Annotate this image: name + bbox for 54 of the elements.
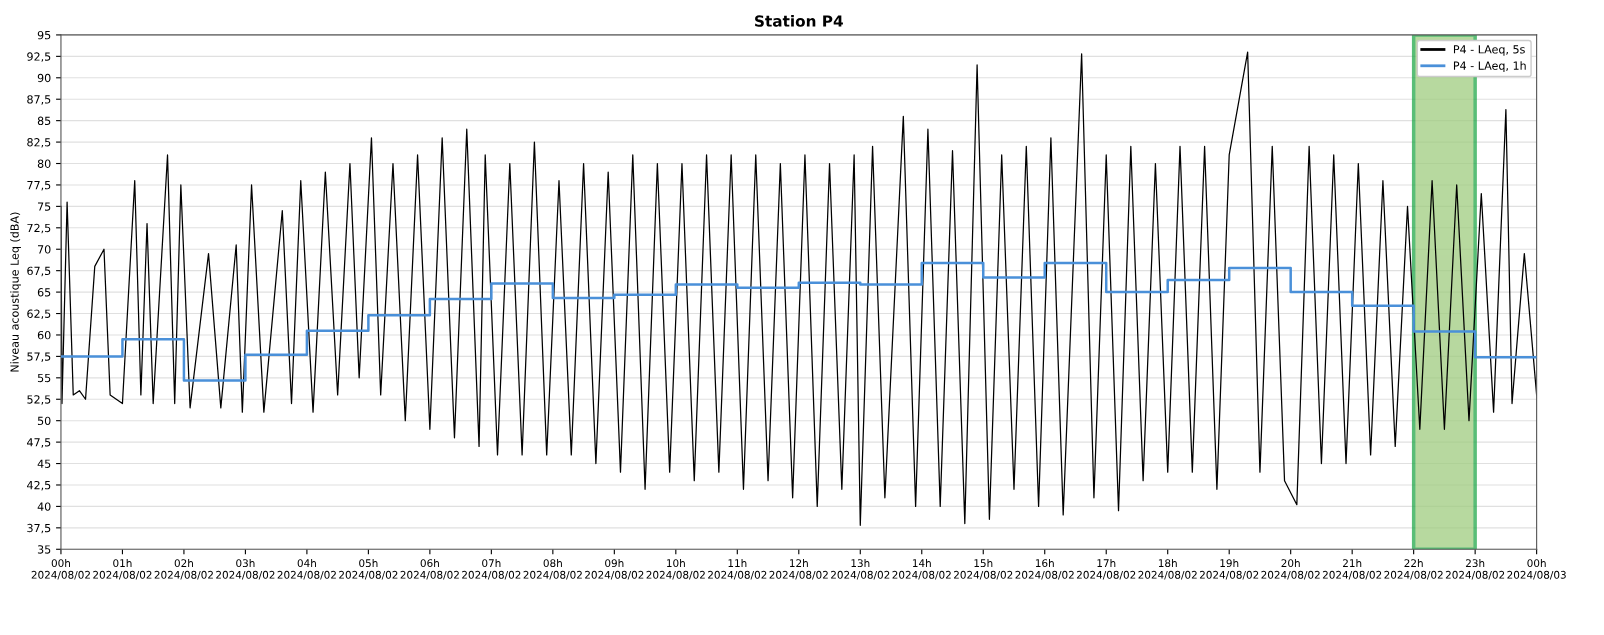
x-tick-label: 10h 2024/08/02 <box>646 559 705 580</box>
x-tick-label: 12h 2024/08/02 <box>769 559 828 580</box>
y-tick-label: 67,5 <box>27 266 51 277</box>
y-tick-label: 35 <box>37 545 51 554</box>
y-tick-label: 90 <box>37 73 51 83</box>
y-axis-title: Niveau acoustique Leq (dBA) <box>10 212 21 372</box>
x-tick-label: 06h 2024/08/02 <box>400 559 459 580</box>
x-tick-label: 02h 2024/08/02 <box>154 559 213 580</box>
x-tick-label: 11h 2024/08/02 <box>708 559 767 580</box>
x-tick-label: 19h 2024/08/02 <box>1199 559 1259 580</box>
x-tick-label: 04h 2024/08/02 <box>277 559 336 580</box>
y-tick-label: 40 <box>37 502 51 511</box>
x-tick-label: 18h 2024/08/02 <box>1138 559 1197 580</box>
x-tick-label: 00h 2024/08/03 <box>1507 559 1566 580</box>
legend-label: P4 - LAeq, 1h <box>1453 61 1526 72</box>
y-tick-label: 45 <box>37 459 51 468</box>
x-tick-label: 22h 2024/08/02 <box>1384 559 1443 580</box>
y-tick-label: 72,5 <box>27 223 51 234</box>
y-tick-label: 80 <box>37 159 51 168</box>
x-tick-label: 16h 2024/08/02 <box>1015 559 1074 580</box>
y-tick-label: 92,5 <box>27 52 51 62</box>
x-tick-label: 13h 2024/08/02 <box>831 559 890 580</box>
x-tick-label: 15h 2024/08/02 <box>954 559 1013 580</box>
x-tick-label: 01h 2024/08/02 <box>93 559 152 580</box>
y-tick-label: 77,5 <box>27 181 51 191</box>
y-tick-label: 57,5 <box>27 352 51 362</box>
legend-label: P4 - LAeq, 5s <box>1453 45 1525 56</box>
x-tick-label: 03h 2024/08/02 <box>216 559 275 580</box>
y-tick-label: 95 <box>37 30 51 40</box>
y-tick-label: 62,5 <box>27 309 51 320</box>
y-tick-label: 65 <box>37 288 51 297</box>
y-tick-label: 42,5 <box>27 480 51 491</box>
y-tick-label: 60 <box>37 330 51 340</box>
x-tick-label: 08h 2024/08/02 <box>523 559 582 580</box>
y-tick-label: 55 <box>37 373 51 383</box>
x-tick-label: 05h 2024/08/02 <box>339 559 398 580</box>
y-tick-label: 75 <box>38 202 51 211</box>
y-tick-label: 37,5 <box>27 523 51 534</box>
x-tick-label: 07h 2024/08/02 <box>462 559 521 580</box>
y-tick-label: 87,5 <box>27 95 51 105</box>
y-tick-label: 52,5 <box>27 395 51 405</box>
x-tick-label: 09h 2024/08/02 <box>585 559 644 580</box>
y-tick-label: 50 <box>37 416 51 426</box>
x-tick-label: 20h 2024/08/02 <box>1261 559 1320 580</box>
chart-title: Station P4 <box>755 14 843 27</box>
x-tick-label: 17h 2024/08/02 <box>1076 559 1136 580</box>
x-tick-label: 21h 2024/08/02 <box>1322 559 1382 580</box>
x-tick-label: 14h 2024/08/02 <box>892 559 951 580</box>
y-tick-label: 82,5 <box>27 138 51 148</box>
x-tick-label: 23h 2024/08/02 <box>1445 559 1505 580</box>
y-tick-label: 47,5 <box>27 438 51 448</box>
x-tick-label: 00h 2024/08/02 <box>31 559 90 580</box>
y-tick-label: 85 <box>37 116 51 126</box>
y-tick-label: 70 <box>38 245 51 254</box>
